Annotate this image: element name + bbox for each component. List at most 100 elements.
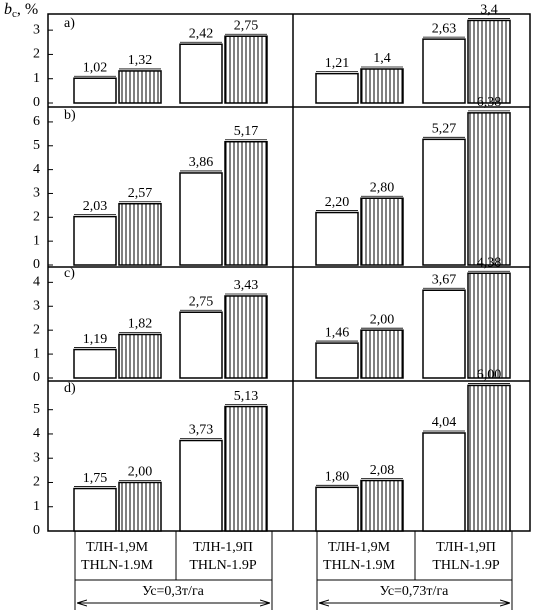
y-tick-label: 4 (33, 162, 40, 177)
data-label: 1,46 (325, 325, 350, 340)
data-label: 5,17 (234, 124, 259, 139)
panel-label: c) (64, 266, 75, 281)
y-tick-label: 5 (33, 138, 40, 153)
y-tick-label: 3 (33, 298, 40, 313)
bar (360, 197, 404, 266)
data-label: 3,67 (432, 272, 457, 287)
bar (179, 172, 223, 266)
y-tick-label: 5 (33, 402, 40, 417)
bottom-decor (74, 531, 513, 610)
x-tick-label: THLN-1.9P (189, 558, 256, 573)
panel-label: b) (64, 108, 76, 123)
bar (73, 348, 117, 379)
x-tick-label: ТЛН-1,9М (86, 540, 149, 555)
bar (73, 77, 117, 104)
x-tick-label: THLN-1.9M (81, 558, 153, 573)
x-tick-label: THLN-1.9P (432, 558, 499, 573)
data-label: 2,75 (234, 18, 259, 33)
bar (315, 211, 359, 266)
bar (422, 432, 466, 532)
bar (467, 19, 511, 104)
y-tick-label: 0 (33, 95, 40, 110)
data-label: 2,03 (83, 199, 108, 214)
data-label: 1,32 (128, 53, 153, 68)
bar (224, 140, 268, 266)
data-label: 5,27 (432, 122, 457, 137)
bar (224, 405, 268, 532)
bar (224, 295, 268, 379)
y-tick-label: 2 (33, 322, 40, 337)
data-label: 4,04 (432, 415, 457, 430)
bar (179, 43, 223, 104)
group-label: Ус=0,73т/га (380, 584, 450, 599)
x-tick-label: ТЛН-1,9П (193, 540, 253, 555)
y-tick-label: 0 (33, 257, 40, 272)
data-label: 3,86 (189, 155, 214, 170)
panel-label: d) (64, 381, 76, 396)
bar (315, 72, 359, 104)
y-tick-label: 6 (33, 114, 40, 129)
data-label: 1,4 (373, 51, 391, 66)
y-tick-label: 1 (33, 233, 40, 248)
data-label: 1,80 (325, 470, 350, 485)
y-axis-label: bc, % (4, 1, 38, 20)
data-label: 2,75 (189, 294, 214, 309)
y-tick-label: 3 (33, 186, 40, 201)
bar (422, 289, 466, 379)
bar (118, 202, 162, 266)
data-label: 2,20 (325, 195, 350, 210)
y-tick-label: 2 (33, 210, 40, 225)
y-tick-label: 1 (33, 71, 40, 86)
bar (467, 272, 511, 379)
plot-frame (47, 13, 531, 532)
data-label: 1,75 (83, 471, 108, 486)
bar (315, 486, 359, 532)
bar (422, 38, 466, 104)
data-label: 1,19 (83, 332, 108, 347)
bar (118, 333, 162, 379)
bar (118, 70, 162, 104)
data-label: 2,57 (128, 186, 153, 201)
bar (224, 35, 268, 104)
data-label: 2,42 (189, 26, 214, 41)
bar (315, 342, 359, 379)
data-label: 2,00 (370, 312, 395, 327)
bar (73, 215, 117, 266)
data-label: 1,82 (128, 317, 153, 332)
data-label: 3,4 (480, 3, 498, 18)
data-label: 2,63 (432, 21, 457, 36)
bar (360, 68, 404, 104)
bar (422, 138, 466, 266)
bar (360, 479, 404, 532)
bar (179, 439, 223, 532)
x-tick-label: ТЛН-1,9П (436, 540, 496, 555)
group-label: Ус=0,3т/га (142, 584, 205, 599)
y-tick-label: 4 (33, 275, 40, 290)
panel-label: a) (64, 16, 75, 31)
y-tick-label: 3 (33, 450, 40, 465)
x-tick-label: ТЛН-1,9М (328, 540, 391, 555)
y-tick-label: 2 (33, 47, 40, 62)
bar (360, 329, 404, 379)
y-tick-label: 1 (33, 499, 40, 514)
data-label: 3,43 (234, 278, 259, 293)
bar (118, 481, 162, 532)
data-label: 3,73 (189, 423, 214, 438)
data-label: 1,21 (325, 56, 350, 71)
y-tick-label: 0 (33, 370, 40, 385)
data-label: 5,13 (234, 389, 259, 404)
y-tick-label: 2 (33, 475, 40, 490)
y-tick-label: 0 (33, 523, 40, 538)
data-label: 2,08 (370, 463, 395, 478)
bar (179, 311, 223, 379)
data-label: 4,38 (477, 255, 502, 270)
bar (467, 384, 511, 532)
data-label: 1,02 (83, 60, 108, 75)
y-tick-label: 1 (33, 346, 40, 361)
data-label: 6,00 (477, 368, 502, 383)
y-tick-label: 4 (33, 426, 40, 441)
bar (467, 112, 511, 266)
data-label: 2,80 (370, 180, 395, 195)
x-tick-label: THLN-1.9M (323, 558, 395, 573)
